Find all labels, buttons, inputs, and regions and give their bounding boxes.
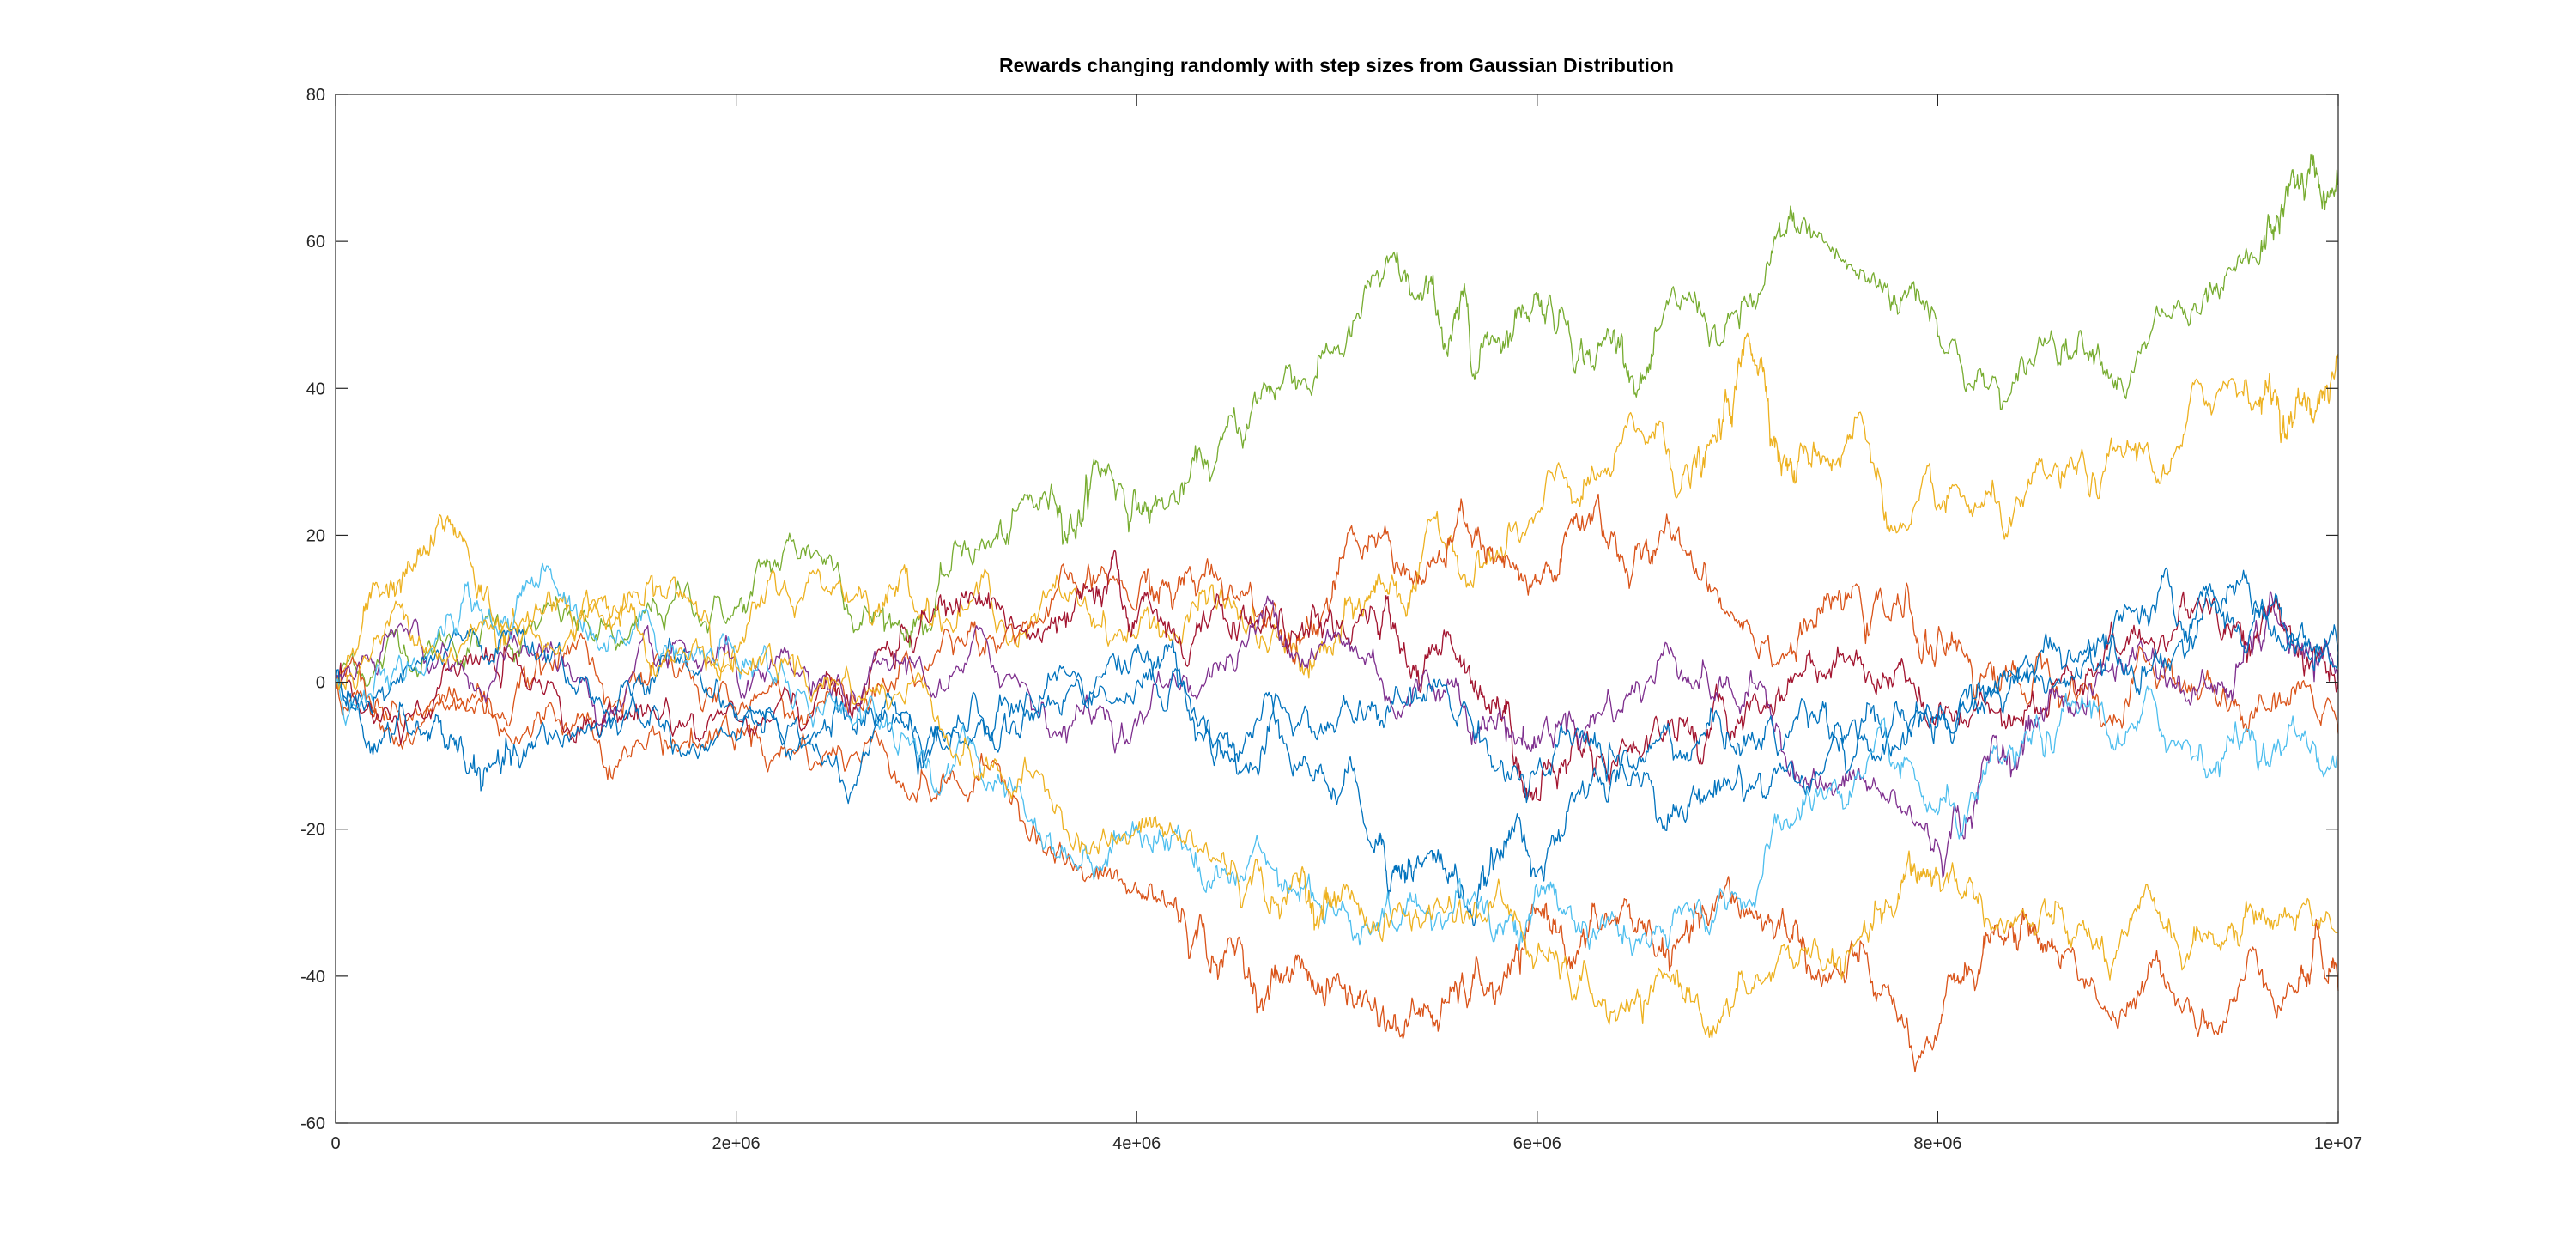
y-tick-label: -60 [300,1114,325,1133]
chart-title: Rewards changing randomly with step size… [999,54,1674,76]
plot-area-background [336,94,2338,1123]
y-tick-label: 60 [306,233,325,252]
y-tick-label: 0 [316,674,325,693]
x-tick-label: 4e+06 [1112,1134,1161,1153]
series-line-2 [335,332,2339,689]
series-line-10 [335,598,2339,1039]
y-tick-label: -20 [300,821,325,840]
plot-box [335,94,2339,1124]
series-line-4 [335,493,2339,734]
y-tick-label: 40 [306,380,325,398]
series-layer [335,153,2339,1073]
x-tick-label: 2e+06 [712,1134,761,1153]
x-tick-label: 1e+07 [2314,1134,2362,1153]
x-tick-label: 6e+06 [1513,1134,1561,1153]
tick-layer: 0 2e+06 4e+06 6e+06 8e+06 1e+07 -60 -40 -20 0 20 40… [300,86,2362,1153]
series-line-9 [335,562,2339,956]
y-tick-label: 80 [306,86,325,105]
x-tick-label: 8e+06 [1913,1134,1961,1153]
series-line-7 [335,569,2339,926]
series-line-8 [335,567,2339,831]
y-tick-label: -40 [300,968,325,987]
series-line-1 [335,153,2339,687]
series-line-5 [335,549,2339,801]
y-tick-label: 20 [306,526,325,545]
x-tick-label: 0 [330,1134,340,1153]
